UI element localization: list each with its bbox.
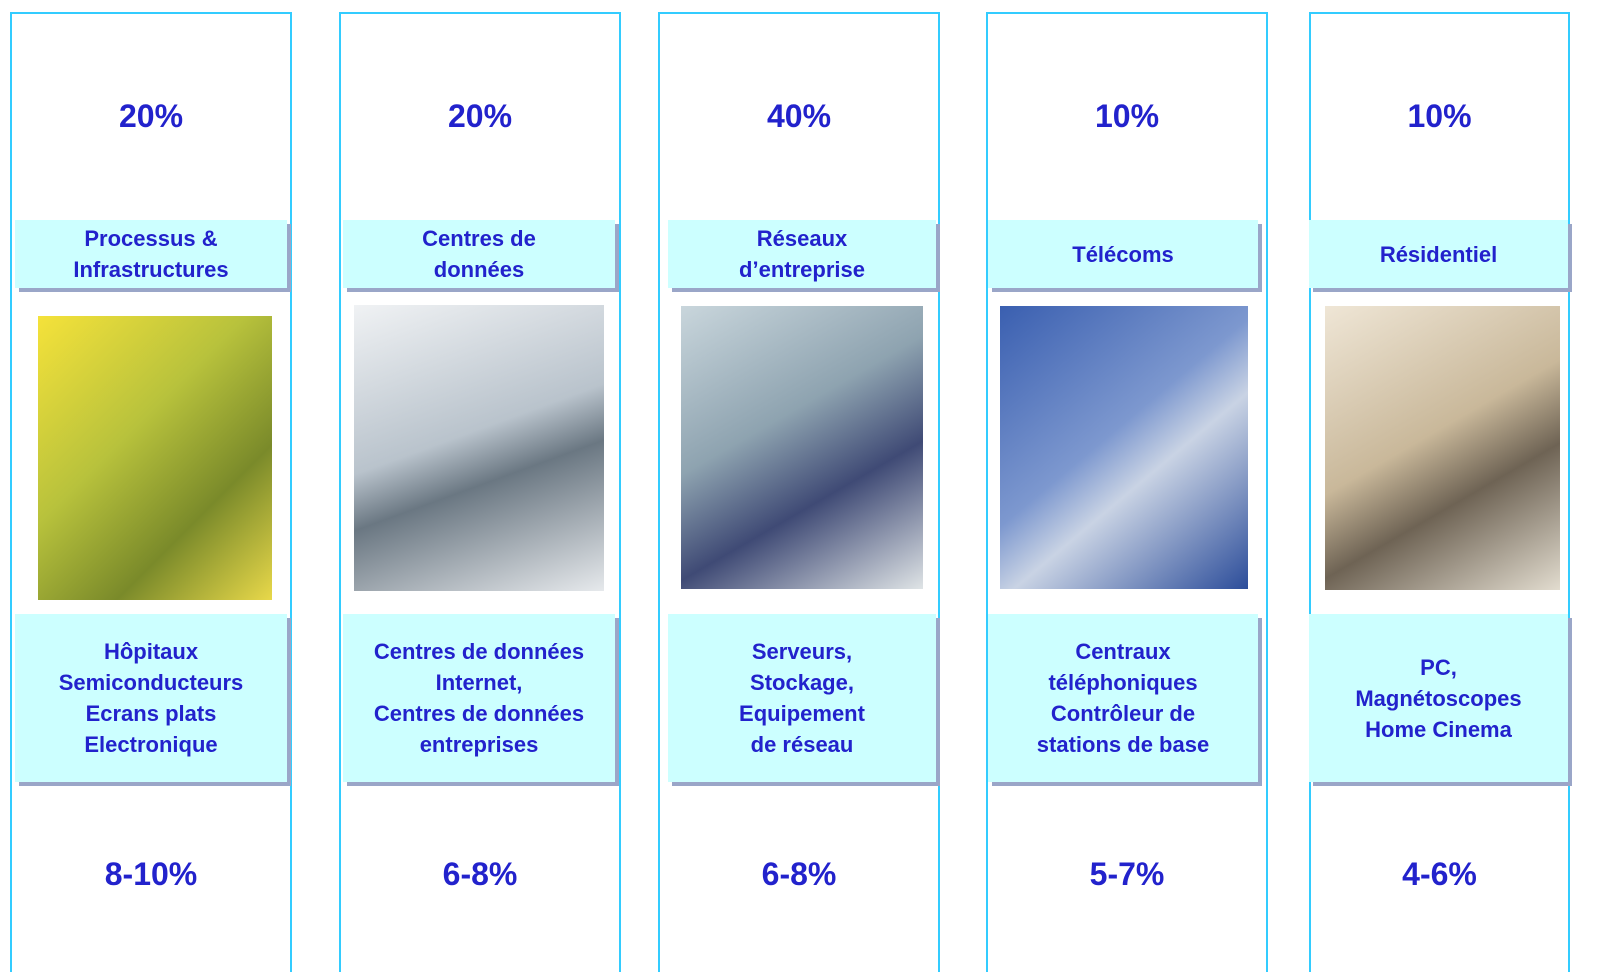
example-line: stations de base: [1036, 732, 1210, 757]
example-line: Electronique: [84, 732, 218, 757]
segment-photo: [38, 316, 272, 600]
share-value: 10%: [1094, 98, 1160, 134]
column: 10% 5-7%: [986, 12, 1268, 972]
segment-title: Télécoms: [988, 220, 1258, 288]
example-line: PC,: [1420, 654, 1457, 680]
example-line: Semiconducteurs: [58, 670, 244, 695]
growth-value: 6-8%: [761, 856, 837, 892]
growth-value: 5-7%: [1089, 856, 1165, 892]
title-line: Télécoms: [1072, 241, 1174, 267]
segment-examples: PC, Magnétoscopes Home Cinema: [1309, 614, 1568, 782]
example-line: Centres de données: [373, 639, 585, 664]
example-line: Hôpitaux: [103, 639, 199, 664]
title-line: Résidentiel: [1379, 241, 1498, 267]
title-line: données: [433, 257, 525, 282]
segment-title: Résidentiel: [1309, 220, 1568, 288]
example-line: Magnétoscopes: [1355, 685, 1522, 711]
example-line: de réseau: [750, 732, 854, 757]
segment-photo: [354, 305, 604, 591]
title-line: Infrastructures: [73, 257, 229, 282]
segment-photo: [1325, 306, 1560, 590]
column: 10% 4-6%: [1309, 12, 1570, 972]
segment-examples: Centres de données Internet, Centres de do…: [343, 614, 615, 782]
share-value: 10%: [1407, 98, 1472, 134]
column: 20% 8-10%: [10, 12, 292, 972]
example-line: Contrôleur de: [1050, 701, 1196, 726]
column: 40% 6-8%: [658, 12, 940, 972]
example-line: Stockage,: [750, 670, 854, 695]
example-line: Serveurs,: [751, 639, 853, 664]
title-line: Processus &: [84, 226, 218, 251]
share-value: 20%: [118, 98, 184, 134]
example-line: téléphoniques: [1048, 670, 1198, 695]
title-line: d’entreprise: [739, 257, 865, 282]
example-line: Equipement: [739, 701, 865, 726]
example-line: Centres de données: [373, 701, 585, 726]
segment-examples: Centraux téléphoniques Contrôleur de statio…: [988, 614, 1258, 782]
segment-photo: [681, 306, 923, 589]
title-line: Réseaux: [756, 226, 848, 251]
share-value: 40%: [766, 98, 832, 134]
example-line: entreprises: [419, 732, 539, 757]
title-line: Centres de: [422, 226, 536, 251]
example-line: Internet,: [435, 670, 523, 695]
growth-value: 6-8%: [442, 856, 518, 892]
example-line: Home Cinema: [1365, 716, 1512, 742]
share-value: 20%: [447, 98, 513, 134]
segment-photo: [1000, 306, 1248, 589]
example-line: Ecrans plats: [85, 701, 217, 726]
example-line: Centraux: [1075, 639, 1171, 664]
growth-value: 4-6%: [1402, 856, 1477, 892]
segment-examples: Hôpitaux Semiconducteurs Ecrans plats Elect…: [15, 614, 287, 782]
segment-title: Centres de données: [343, 220, 615, 288]
growth-value: 8-10%: [104, 856, 198, 892]
column: 20% 6-8%: [339, 12, 621, 972]
segment-title: Réseaux d’entreprise: [668, 220, 936, 288]
segment-examples: Serveurs, Stockage, Equipement de réseau: [668, 614, 936, 782]
segment-title: Processus & Infrastructures: [15, 220, 287, 288]
